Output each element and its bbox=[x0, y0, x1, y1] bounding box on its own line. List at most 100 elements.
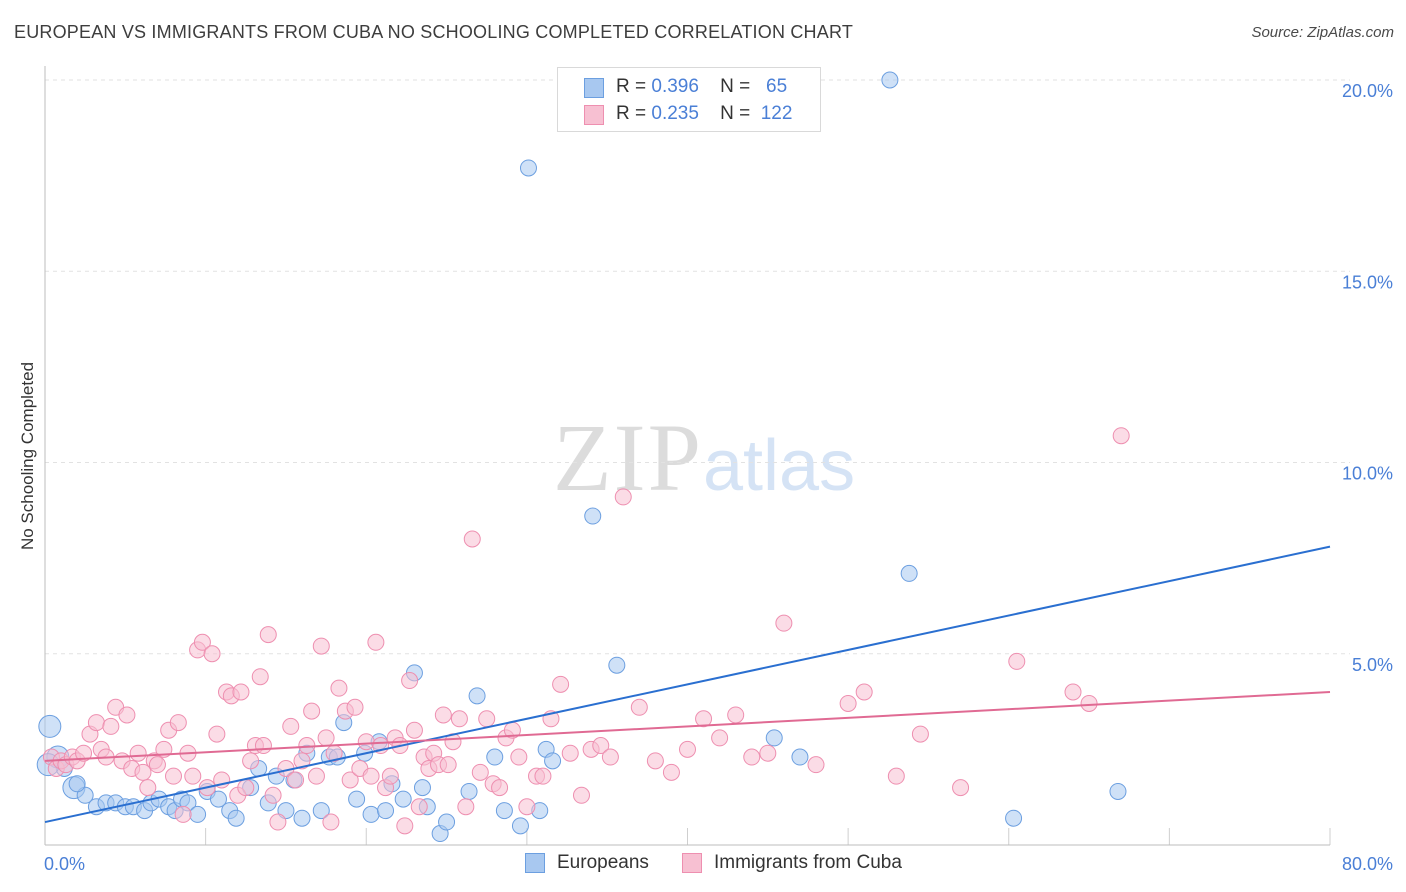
data-point bbox=[148, 756, 166, 774]
data-point bbox=[584, 507, 602, 525]
data-point bbox=[322, 813, 340, 831]
data-point bbox=[511, 817, 529, 835]
data-point bbox=[139, 779, 157, 797]
data-point bbox=[662, 763, 680, 781]
data-point bbox=[341, 771, 359, 789]
data-point bbox=[439, 756, 457, 774]
data-point bbox=[330, 679, 348, 697]
data-point bbox=[237, 779, 255, 797]
legend-r-value: 0.235 bbox=[651, 103, 699, 124]
data-point bbox=[1005, 809, 1023, 827]
data-point bbox=[203, 645, 221, 663]
legend-n-value: 122 bbox=[760, 103, 793, 124]
data-point bbox=[184, 767, 202, 785]
bottom-legend-label-cuba: Immigrants from Cuba bbox=[714, 852, 902, 873]
data-point bbox=[534, 767, 552, 785]
data-point bbox=[791, 748, 809, 766]
data-point bbox=[450, 710, 468, 728]
data-point bbox=[1080, 694, 1098, 712]
data-point bbox=[346, 698, 364, 716]
data-point bbox=[1008, 652, 1026, 670]
y-tick-label: 5.0% bbox=[1352, 655, 1393, 675]
data-point bbox=[254, 737, 272, 755]
grid-lines bbox=[45, 79, 1350, 845]
data-point bbox=[765, 729, 783, 747]
bottom-legend-swatch-europeans bbox=[525, 853, 545, 873]
data-point bbox=[401, 672, 419, 690]
data-point bbox=[855, 683, 873, 701]
data-point bbox=[169, 714, 187, 732]
data-point bbox=[438, 813, 456, 831]
data-point bbox=[711, 729, 729, 747]
data-point bbox=[174, 805, 192, 823]
data-point bbox=[251, 668, 269, 686]
data-point bbox=[348, 790, 366, 808]
data-point bbox=[561, 744, 579, 762]
series-europeans bbox=[36, 71, 1127, 843]
legend-r-label: R = bbox=[616, 76, 647, 97]
data-point bbox=[881, 71, 899, 89]
y-tick-label: 10.0% bbox=[1342, 464, 1393, 484]
data-point bbox=[614, 488, 632, 506]
legend-text-europeans: R = 0.396 N = 65 bbox=[616, 76, 787, 98]
x-tick-label: 80.0% bbox=[1342, 854, 1393, 874]
data-point bbox=[679, 740, 696, 758]
data-point bbox=[743, 748, 761, 766]
trend-lines bbox=[44, 545, 1331, 824]
data-point bbox=[630, 698, 648, 716]
data-point bbox=[287, 771, 305, 789]
data-point bbox=[102, 717, 120, 735]
data-point bbox=[165, 767, 182, 785]
data-point bbox=[413, 779, 431, 797]
data-point bbox=[552, 675, 570, 693]
data-point bbox=[129, 744, 147, 762]
data-point bbox=[38, 714, 62, 738]
data-point bbox=[394, 790, 412, 808]
data-point bbox=[227, 809, 245, 827]
data-point bbox=[208, 725, 226, 743]
data-point bbox=[491, 779, 509, 797]
correlation-legend: R = 0.396 N = 65 R = 0.235 N = 122 bbox=[557, 67, 821, 132]
data-point bbox=[478, 710, 496, 728]
data-point bbox=[601, 748, 619, 766]
data-point bbox=[362, 805, 380, 823]
data-point bbox=[544, 752, 562, 770]
data-point bbox=[312, 637, 330, 655]
data-point bbox=[68, 775, 86, 793]
data-point bbox=[1109, 782, 1127, 800]
data-point bbox=[518, 798, 536, 816]
data-point bbox=[471, 763, 489, 781]
legend-n-value: 65 bbox=[766, 76, 788, 97]
data-point bbox=[367, 633, 385, 651]
source-credit: Source: ZipAtlas.com bbox=[1251, 24, 1394, 41]
y-tick-label: 20.0% bbox=[1342, 81, 1393, 101]
legend-swatch-europeans bbox=[584, 78, 604, 98]
data-point bbox=[759, 744, 777, 762]
data-point bbox=[695, 710, 713, 728]
data-point bbox=[87, 714, 105, 732]
data-point bbox=[1064, 683, 1082, 701]
data-point bbox=[775, 614, 793, 632]
legend-text-cuba: R = 0.235 N = 122 bbox=[616, 103, 792, 125]
legend-n-label: N = bbox=[720, 76, 751, 97]
y-tick-label: 15.0% bbox=[1342, 272, 1393, 292]
data-point bbox=[839, 694, 857, 712]
data-point bbox=[293, 752, 311, 770]
data-point bbox=[460, 782, 478, 800]
data-point bbox=[434, 706, 452, 724]
tick-labels: 5.0% 10.0% 15.0% 20.0% 0.0% 80.0% bbox=[44, 81, 1393, 874]
data-point bbox=[911, 725, 929, 743]
data-point bbox=[75, 744, 93, 762]
data-point bbox=[519, 159, 537, 177]
trend-line bbox=[44, 545, 1331, 824]
data-point bbox=[303, 702, 321, 720]
series-cuba bbox=[42, 427, 1130, 835]
data-point bbox=[468, 687, 486, 705]
data-point bbox=[405, 721, 423, 739]
data-point bbox=[510, 748, 528, 766]
data-point bbox=[807, 756, 825, 774]
data-point bbox=[410, 798, 428, 816]
data-point bbox=[608, 656, 626, 674]
data-point bbox=[242, 752, 260, 770]
